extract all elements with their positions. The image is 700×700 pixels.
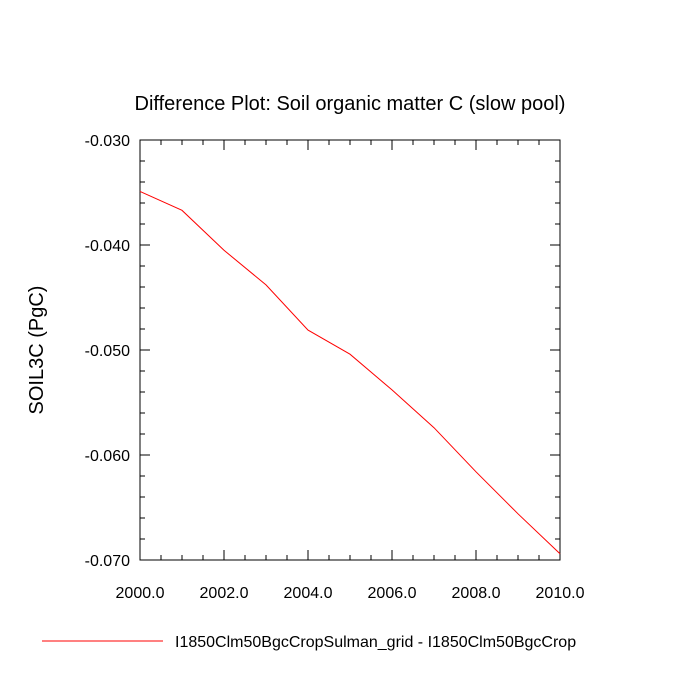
y-axis-label: SOIL3C (PgC): [26, 286, 48, 415]
plot-frame: [139, 139, 561, 561]
plot-area: 2000.0 2002.0 2004.0 2006.0 2008.0 2010.0 -0.0…: [85, 133, 585, 602]
y-tick-label: -0.050: [85, 343, 130, 360]
y-tick-label: -0.030: [85, 133, 130, 150]
x-tick-label: 2002.0: [200, 585, 249, 602]
y-tick-label: -0.070: [85, 553, 130, 570]
x-tick-label: 2000.0: [116, 585, 165, 602]
x-tick-label: 2008.0: [452, 585, 501, 602]
legend-label: I1850Clm50BgcCropSulman_grid - I1850Clm5…: [175, 634, 576, 651]
legend: I1850Clm50BgcCropSulman_grid - I1850Clm5…: [42, 634, 576, 651]
x-tick-label: 2006.0: [368, 585, 417, 602]
y-tick-label: -0.060: [85, 448, 130, 465]
series-line: [139, 190, 561, 555]
chart-title: Difference Plot: Soil organic matter C (…: [135, 93, 566, 115]
y-tick-label: -0.040: [85, 238, 130, 255]
x-tick-label: 2004.0: [284, 585, 333, 602]
x-tick-label: 2010.0: [536, 585, 585, 602]
